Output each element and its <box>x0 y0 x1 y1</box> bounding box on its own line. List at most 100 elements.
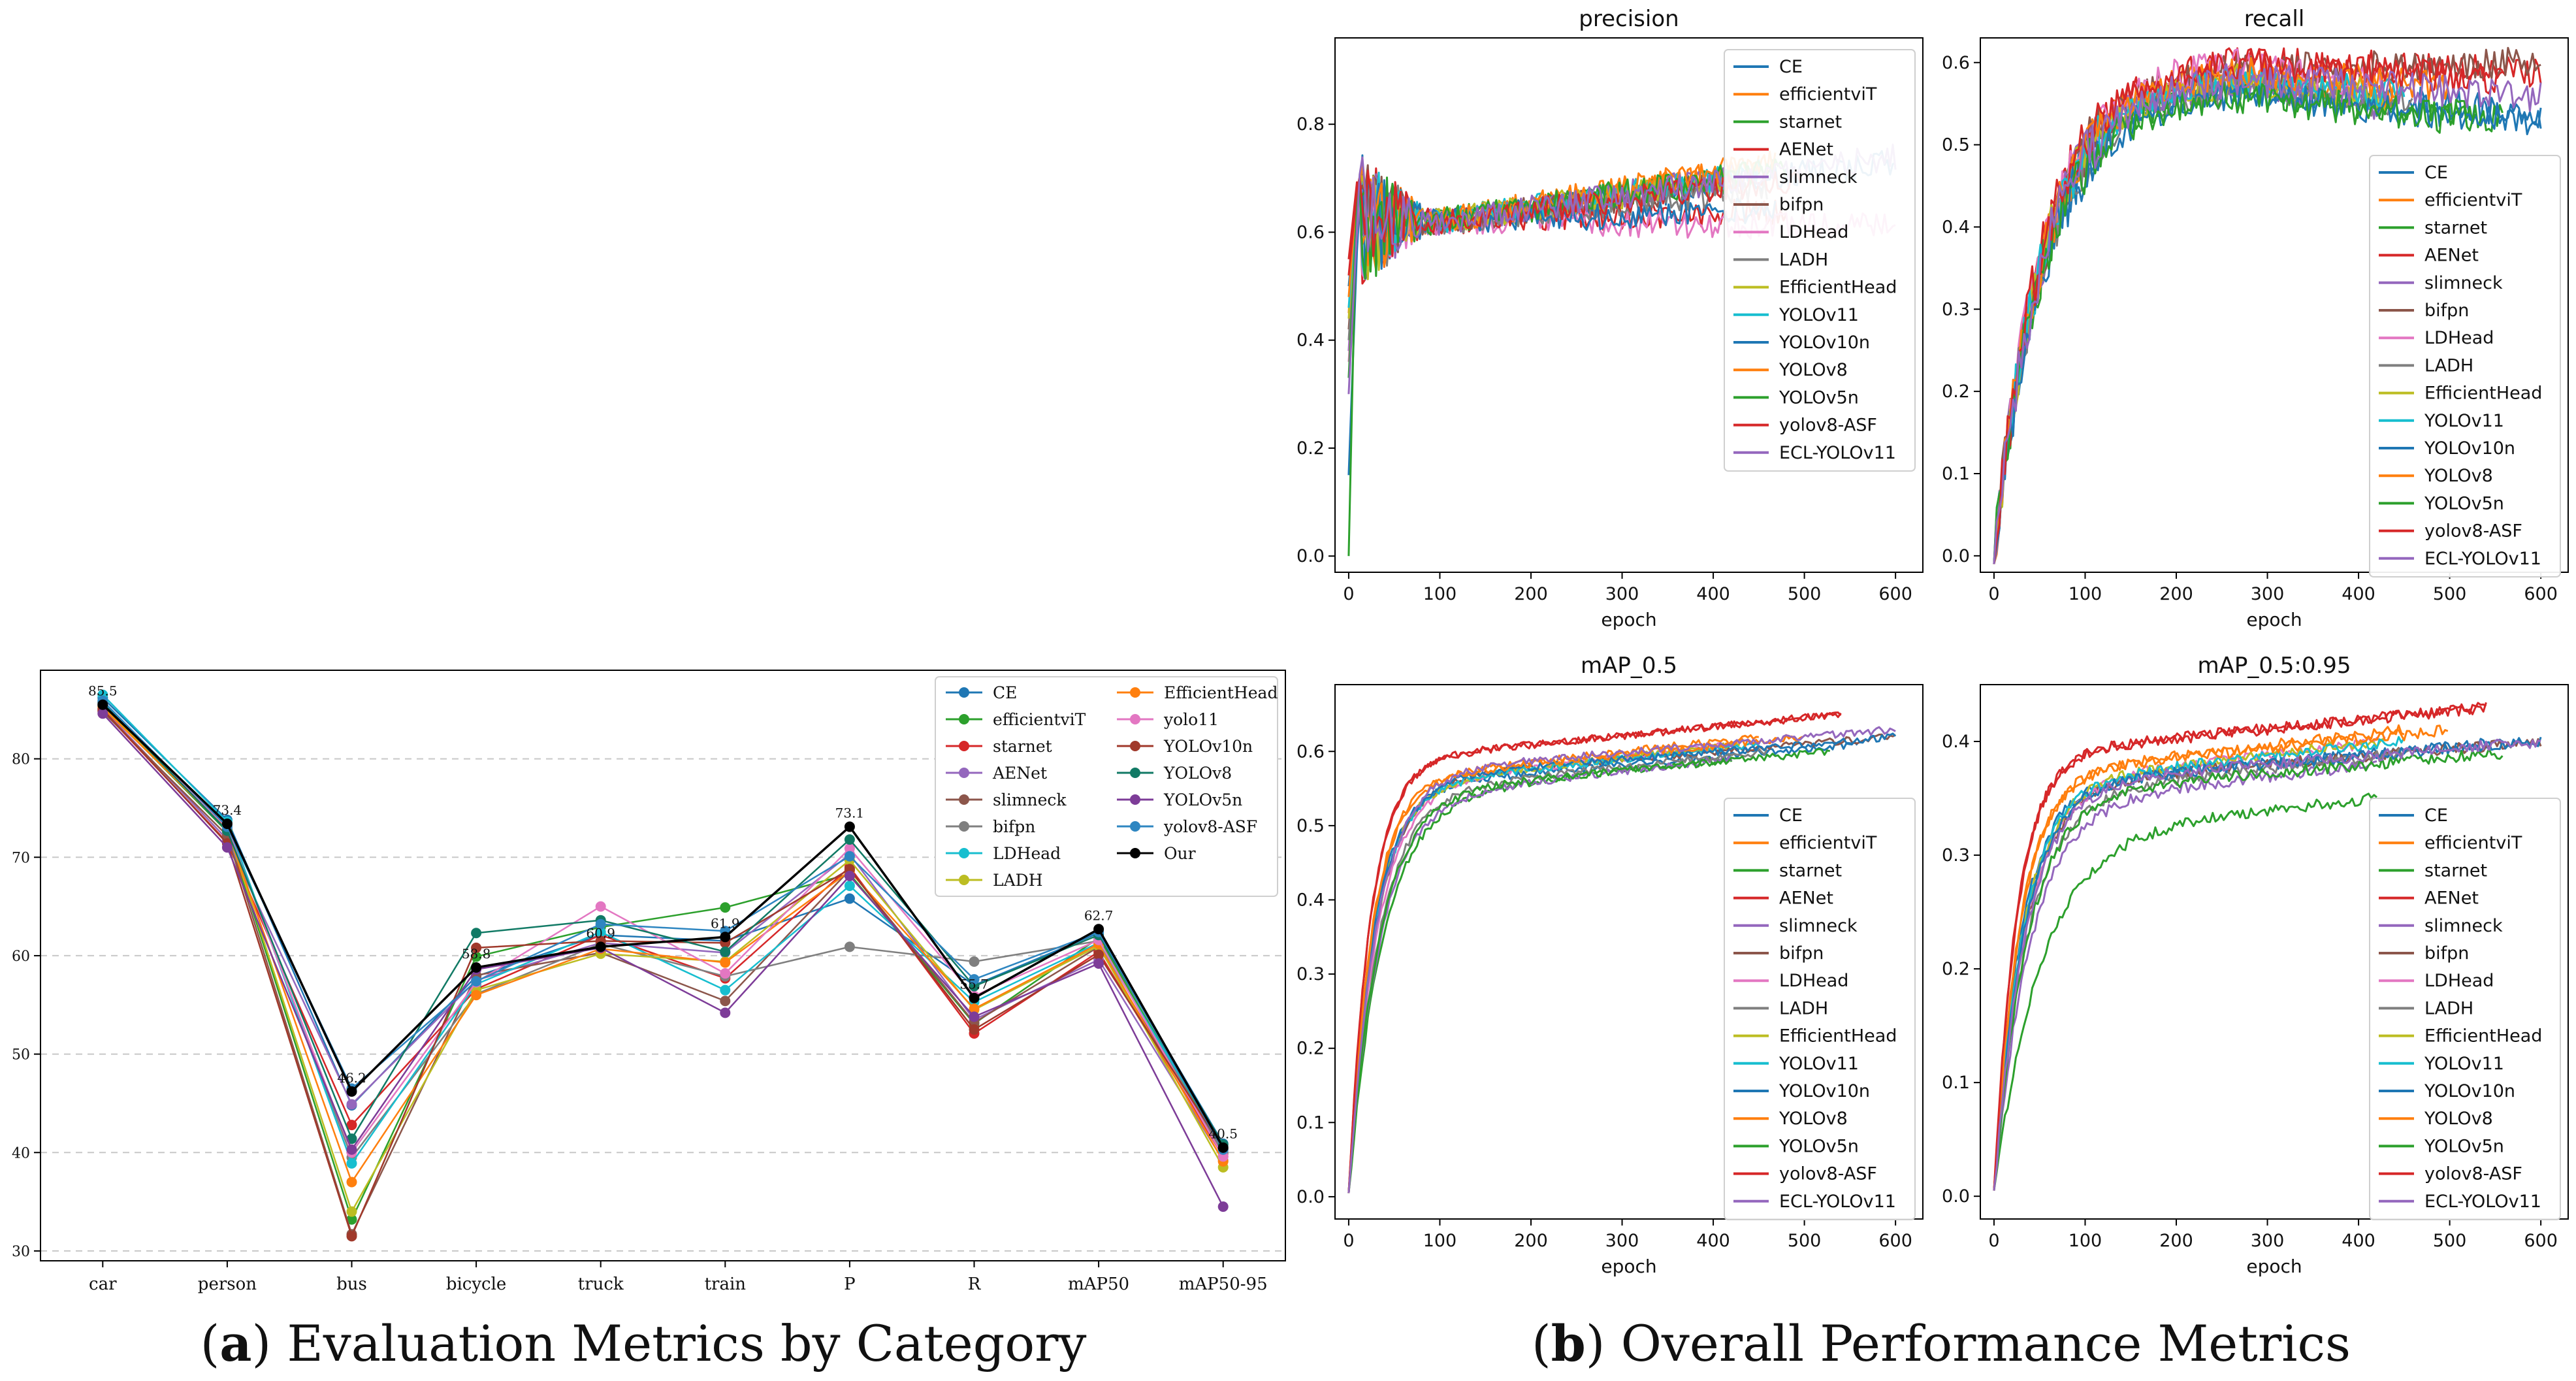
caption-b-letter: b <box>1551 1314 1586 1373</box>
point-yolov10n <box>346 1231 357 1242</box>
point-yolov5n <box>346 1144 357 1155</box>
legend-b-item-ecl-yolov11: ECL-YOLOv11 <box>1779 1192 1896 1212</box>
point-yolov8 <box>844 834 855 845</box>
point-efficienthead <box>471 990 482 1001</box>
legend-b-item-starnet: starnet <box>2424 860 2487 881</box>
series-b-yolov8-asf <box>1993 48 2504 564</box>
series-b-yolov11 <box>1347 741 1760 1194</box>
xtick-label-b: 300 <box>1605 584 1639 604</box>
chart-b-map-0-5: mAP_0.5 0 100 200 300 400 500 600 epoch 0.0 0.1 0.2… <box>1296 653 1924 1277</box>
legend-b-item-ladh: LADH <box>2424 998 2473 1018</box>
point-yolov5n <box>1217 1201 1229 1212</box>
legend-a-marker <box>959 848 969 858</box>
xtick-label-map50: mAP50 <box>1068 1275 1129 1294</box>
caption-a-text: Evaluation Metrics by Category <box>287 1314 1087 1373</box>
point-efficienthead <box>969 1003 980 1015</box>
legend-b-item-yolov8-asf: yolov8-ASF <box>2424 1164 2522 1184</box>
point-starnet <box>346 1120 357 1131</box>
legend-b-item-ldhead: LDHead <box>2424 328 2494 348</box>
xtick-label-r: R <box>968 1275 982 1294</box>
point-yolov5n <box>221 842 233 853</box>
legend-b-item-yolov5n: YOLOv5n <box>2424 493 2504 513</box>
point-ldhead <box>595 926 606 937</box>
plot-frame-b <box>1334 684 1924 1220</box>
data-label-r: 55.7 <box>959 977 989 992</box>
ytick-label-a: 80 <box>12 752 30 768</box>
legend-b-item-starnet: starnet <box>1779 860 1842 881</box>
ytick-label-b: 0.2 <box>1296 438 1325 459</box>
xtick-label-b: 200 <box>2159 1231 2193 1251</box>
ytick-label-b: 0.3 <box>1296 964 1325 984</box>
ytick-label-b: 0.0 <box>1942 546 1970 566</box>
legend-b-item-efficientvit: efficientviT <box>2424 190 2522 210</box>
xtick-label-b: 100 <box>2069 584 2102 604</box>
legend-a-item-efficientvit: efficientviT <box>993 710 1086 729</box>
xtick-label-b: 200 <box>1514 1231 1548 1251</box>
xtick-label-person: person <box>198 1275 257 1294</box>
legend-b-item-slimneck: slimneck <box>2424 273 2503 293</box>
series-b-yolov8-asf <box>1993 702 2487 1191</box>
point-yolo11 <box>595 901 606 912</box>
legend-b-item-ecl-yolov11: ECL-YOLOv11 <box>2424 1192 2541 1212</box>
legend-a-item-ldhead: LDHead <box>993 844 1061 863</box>
data-label-bicycle: 58.8 <box>462 946 491 962</box>
legend-b-item-yolov10n: YOLOv10n <box>1779 1081 1870 1101</box>
ytick-label-b: 0.2 <box>1296 1039 1325 1059</box>
point-our <box>97 699 108 710</box>
legend-a-item-yolov5n: YOLOv5n <box>1163 790 1242 809</box>
xtick-label-b: 500 <box>2433 584 2467 604</box>
legend-a-item-our: Our <box>1164 844 1196 863</box>
xtick-label-b: 400 <box>2342 584 2375 604</box>
legend-a-frame <box>935 676 1278 897</box>
xtick-label-train: train <box>705 1275 747 1294</box>
legend-b-item-ce: CE <box>1779 57 1803 77</box>
xtick-label-bicycle: bicycle <box>446 1275 506 1294</box>
ytick-label-b: 0.1 <box>1942 1073 1970 1093</box>
legend-b-item-efficienthead: EfficientHead <box>1779 1026 1897 1047</box>
ytick-label-b: 0.8 <box>1296 114 1325 135</box>
legend-b-item-yolov8: YOLOv8 <box>2424 1109 2493 1129</box>
point-our <box>1093 924 1104 935</box>
legend-a-marker <box>959 714 969 724</box>
xtick-label-b: 600 <box>2524 1231 2558 1251</box>
subplot-title: mAP_0.5:0.95 <box>2197 653 2351 679</box>
legend-a-item-slimneck: slimneck <box>993 790 1067 809</box>
series-b-yolov8-asf <box>1347 711 1842 1194</box>
ytick-label-b: 0.3 <box>1942 299 1970 319</box>
series-b-slimneck <box>1993 65 2378 564</box>
xtick-label-truck: truck <box>578 1275 624 1294</box>
legend-a-marker <box>959 794 969 805</box>
legend-b-item-bifpn: bifpn <box>2424 943 2469 964</box>
point-yolov10n <box>969 1024 980 1035</box>
xtick-label-b: 0 <box>1988 1231 1999 1251</box>
legend-b-item-yolov5n: YOLOv5n <box>1779 387 1859 408</box>
ytick-label-b: 0.3 <box>1942 845 1970 866</box>
series-a-our <box>97 699 1229 1153</box>
series-line-efficienthead <box>102 707 1224 1184</box>
series-b-efficienthead <box>1993 63 2386 564</box>
legend-b-item-aenet: AENet <box>1779 140 1833 160</box>
xtick-label-p: P <box>844 1275 856 1294</box>
point-ladh <box>346 1206 357 1217</box>
legend-b-item-yolov11: YOLOv11 <box>1779 305 1859 325</box>
point-aenet <box>346 1099 357 1110</box>
series-b-ecl-yolov11 <box>1347 726 1896 1194</box>
subplot-title: recall <box>2244 6 2305 32</box>
series-line-efficientvit <box>102 706 1224 1222</box>
legend-b-item-ladh: LADH <box>2424 355 2473 376</box>
legend-a-marker <box>1130 794 1140 805</box>
ytick-label-b: 0.4 <box>1942 217 1970 237</box>
legend-b-item-slimneck: slimneck <box>1779 167 1858 187</box>
plot-frame-b <box>1334 37 1924 573</box>
xtick-label-b: 600 <box>2524 584 2558 604</box>
x-axis-label: epoch <box>2246 609 2302 630</box>
legend-a-item-ladh: LADH <box>993 871 1043 890</box>
series-b-starnet <box>1993 792 2377 1191</box>
legend-b-item-yolov8-asf: yolov8-ASF <box>1779 415 1877 436</box>
data-label-truck: 60.9 <box>586 925 615 941</box>
point-efficienthead <box>720 957 731 968</box>
caption-a: (a) Evaluation Metrics by Category <box>200 1314 1087 1373</box>
point-ce <box>844 893 855 904</box>
legend-a-marker <box>1130 741 1140 751</box>
legend-b-item-yolov10n: YOLOv10n <box>1779 333 1870 353</box>
